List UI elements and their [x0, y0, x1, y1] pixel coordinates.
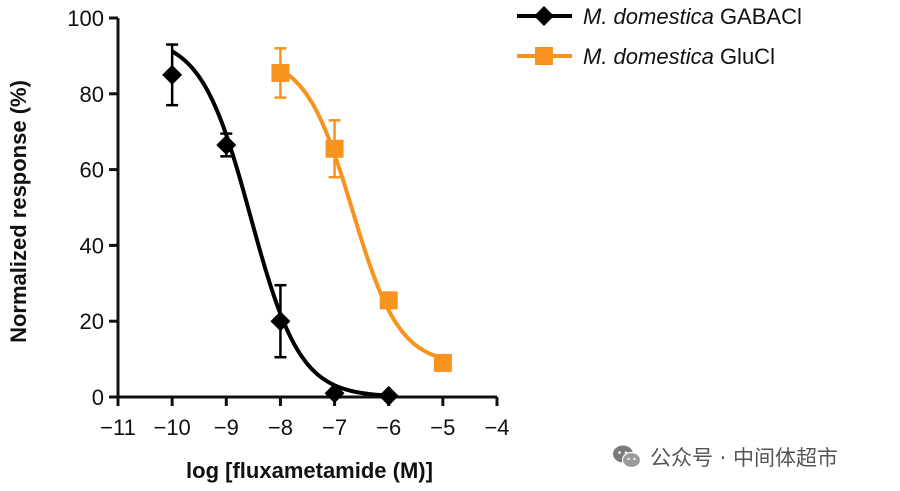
- data-point: [324, 383, 345, 404]
- y-tick-label: 20: [80, 309, 104, 334]
- y-tick-label: 0: [92, 385, 104, 410]
- legend-marker: [535, 47, 553, 65]
- data-point: [378, 385, 399, 406]
- x-tick-label: −8: [268, 415, 293, 440]
- data-points: [162, 63, 452, 406]
- legend-label: M. domestica GluCl: [583, 44, 775, 69]
- data-point: [162, 64, 183, 85]
- legend-species: M. domestica: [583, 4, 714, 29]
- data-point: [216, 134, 237, 155]
- legend-marker: [534, 6, 554, 26]
- legend-label: M. domestica GABACl: [583, 4, 802, 29]
- y-tick-label: 80: [80, 82, 104, 107]
- x-axis-label: log [fluxametamide (M)]: [186, 458, 433, 483]
- data-point: [433, 353, 452, 372]
- x-tick-label: −4: [484, 415, 509, 440]
- x-tick-label: −5: [430, 415, 455, 440]
- y-axis-label: Normalized response (%): [6, 80, 31, 343]
- error-bars: [166, 43, 341, 359]
- data-point: [271, 63, 290, 82]
- y-tick-label: 100: [67, 6, 104, 31]
- legend-receptor: GABACl: [714, 4, 802, 29]
- watermark-text: 公众号 · 中间体超市: [650, 446, 839, 470]
- fit-curve: [279, 67, 444, 361]
- x-tick-label: −6: [376, 415, 401, 440]
- fit-curves: [171, 49, 444, 398]
- data-point: [325, 139, 344, 158]
- x-tick-label: −7: [322, 415, 347, 440]
- watermark: 公众号 · 中间体超市: [612, 440, 838, 474]
- data-point: [379, 291, 398, 310]
- y-tick-label: 40: [80, 233, 104, 258]
- x-tick-label: −11: [100, 415, 136, 440]
- wechat-icon: [613, 445, 642, 469]
- axes: 0 20 40 60 80 100 −11 −10 −9 −8 −7 −6 −5 −4 log [fluxa…: [6, 6, 510, 483]
- legend-species: M. domestica: [583, 44, 714, 69]
- y-tick-label: 60: [80, 158, 104, 183]
- x-tick-label: −9: [214, 415, 239, 440]
- data-point: [270, 311, 291, 332]
- x-tick-label: −10: [153, 415, 190, 440]
- legend-receptor: GluCl: [714, 44, 775, 69]
